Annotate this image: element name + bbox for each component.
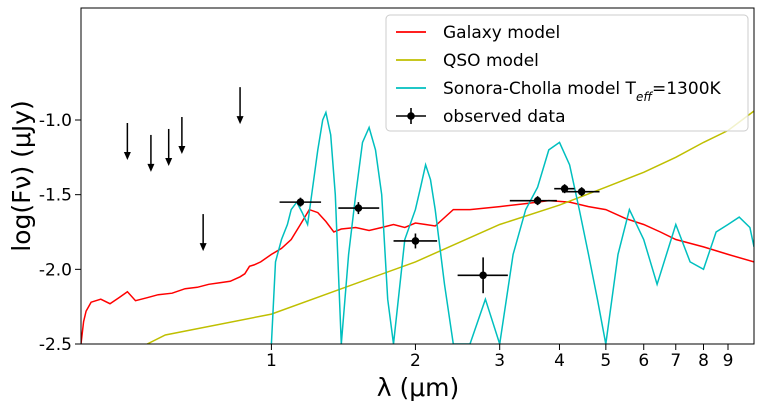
plot-frame	[80, 7, 755, 345]
upper-limit-head-5	[236, 116, 244, 125]
x-tick-label-4: 5	[600, 351, 611, 371]
y-tick-label-0: -2.5	[39, 335, 72, 355]
y-tick-label-1: -2.0	[39, 260, 72, 280]
series-line-0	[81, 199, 754, 344]
upper-limit-head-2	[165, 157, 173, 166]
x-tick-label-1: 2	[410, 351, 421, 371]
data-point-6	[577, 187, 586, 196]
data-point-4	[533, 196, 542, 205]
x-tick-label-7: 8	[698, 351, 709, 371]
data-point-5	[560, 184, 569, 193]
x-tick-label-8: 9	[723, 351, 734, 371]
x-tick-label-2: 3	[494, 351, 505, 371]
series-line-1	[146, 110, 754, 344]
upper-limit-head-3	[178, 146, 186, 155]
marker-layer	[123, 87, 600, 294]
upper-limit-head-1	[147, 163, 155, 172]
data-point-0	[296, 198, 305, 206]
y-axis-ticks: -2.5 -2.0 -1.5 -1.0	[39, 111, 81, 355]
x-tick-label-6: 7	[670, 351, 681, 371]
data-point-1	[354, 204, 363, 212]
legend-label-1: QSO model	[443, 51, 539, 71]
series-line-2	[270, 110, 754, 344]
upper-limit-head-4	[199, 243, 207, 252]
y-tick-label-2: -1.5	[39, 186, 72, 206]
legend-marker	[407, 112, 415, 120]
y-axis-title: log(Fν) (μJy)	[7, 100, 36, 252]
data-point-2	[411, 237, 420, 245]
data-point-3	[479, 271, 487, 280]
series-layer	[81, 110, 754, 344]
x-tick-label-0: 1	[266, 351, 277, 371]
upper-limit-head-0	[123, 151, 131, 160]
y-tick-label-3: -1.0	[39, 111, 72, 131]
x-axis-title: λ (μm)	[377, 373, 460, 402]
x-tick-label-5: 6	[638, 351, 649, 371]
x-tick-label-3: 4	[554, 351, 565, 371]
legend-label-3: observed data	[443, 107, 566, 127]
legend-box	[385, 14, 749, 132]
legend-label-0: Galaxy model	[443, 23, 560, 43]
